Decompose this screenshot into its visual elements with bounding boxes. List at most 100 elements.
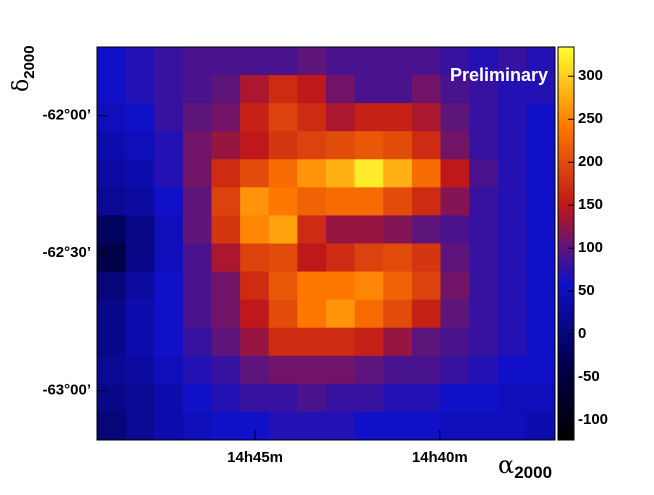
colorbar-tick-label: 300 [578, 67, 603, 84]
heatmap-cell [125, 243, 155, 273]
heatmap-cell [326, 411, 356, 441]
heatmap-cell [297, 299, 327, 329]
heatmap-cell [354, 103, 384, 132]
heatmap-cell [268, 355, 298, 385]
heatmap-cell [497, 103, 527, 132]
heatmap-cell [297, 103, 327, 132]
heatmap-cell [297, 327, 327, 357]
heatmap-cell [326, 187, 356, 216]
y-axis-label: δ2000 [9, 45, 38, 92]
heatmap-cell [211, 159, 241, 188]
heatmap-cell [440, 299, 470, 329]
heatmap-cell [182, 103, 212, 132]
heatmap-cell [383, 103, 413, 132]
heatmap-cell [240, 327, 270, 357]
heatmap-cell [497, 243, 527, 273]
heatmap-cell [354, 327, 384, 357]
heatmap-cell [297, 383, 327, 413]
heatmap-cell [97, 131, 127, 160]
heatmap-cell [97, 75, 127, 104]
heatmap-cell [240, 131, 270, 160]
annotation: Preliminary [450, 65, 548, 85]
heatmap-cell [125, 299, 155, 329]
heatmap-cell [268, 327, 298, 357]
heatmap-cell [154, 131, 184, 160]
heatmap-cell [125, 47, 155, 76]
heatmap-cell [182, 271, 212, 301]
heatmap-cell [297, 411, 327, 441]
heatmap-cell [154, 103, 184, 132]
heatmap-cell [497, 75, 527, 104]
heatmap-cell [526, 159, 556, 188]
heatmap-cell [354, 75, 384, 104]
heatmap-cell [240, 271, 270, 301]
heatmap-cell [211, 103, 241, 132]
heatmap-cell [268, 271, 298, 301]
heatmap-cell [125, 327, 155, 357]
heatmap-cell [469, 75, 499, 104]
heatmap-cell [182, 383, 212, 413]
heatmap-cell [440, 383, 470, 413]
heatmap-cell [326, 103, 356, 132]
heatmap-cell [469, 243, 499, 273]
heatmap-cell [354, 47, 384, 76]
heatmap-cell [497, 271, 527, 301]
heatmap-cell [297, 159, 327, 188]
heatmap-cell [383, 383, 413, 413]
heatmap-cell [383, 327, 413, 357]
heatmap-cell [240, 187, 270, 216]
heatmap-cell [383, 271, 413, 301]
heatmap-cell [526, 75, 556, 104]
heatmap-cell [383, 215, 413, 244]
heatmap-cell [469, 47, 499, 76]
heatmap-cell [411, 271, 441, 301]
colorbar-tick-label: 250 [578, 110, 603, 127]
heatmap-cell [326, 327, 356, 357]
heatmap-cell [154, 355, 184, 385]
heatmap-cell [268, 243, 298, 273]
heatmap-cell [526, 187, 556, 216]
heatmap-cell [383, 411, 413, 441]
heatmap-cell [469, 187, 499, 216]
heatmap-cell [497, 159, 527, 188]
heatmap-cell [154, 47, 184, 76]
heatmap-cell [125, 103, 155, 132]
heatmap-cell [440, 411, 470, 441]
heatmap-cell [268, 103, 298, 132]
heatmap-cell [469, 327, 499, 357]
heatmap-cell [411, 159, 441, 188]
heatmap-cell [440, 47, 470, 76]
heatmap-cell [97, 103, 127, 132]
y-label-symbol: δ [9, 79, 34, 92]
heatmap-cell [154, 187, 184, 216]
heatmap-cell [240, 243, 270, 273]
heatmap-cell [497, 383, 527, 413]
heatmap-cell [411, 383, 441, 413]
heatmap-cell [526, 355, 556, 385]
heatmap-cell [182, 299, 212, 329]
heatmap-cell [354, 383, 384, 413]
heatmap-cell [411, 327, 441, 357]
heatmap-cell [440, 355, 470, 385]
heatmap-cell [154, 411, 184, 441]
heatmap-cell [211, 131, 241, 160]
heatmap-cell [440, 215, 470, 244]
heatmap-cell [240, 383, 270, 413]
colorbar-tick-label: 50 [578, 282, 595, 299]
heatmap-cell [268, 215, 298, 244]
heatmap-cell [182, 243, 212, 273]
heatmap-cell [240, 103, 270, 132]
heatmap-cell [125, 159, 155, 188]
heatmap-cell [469, 383, 499, 413]
heatmap-cell [97, 411, 127, 441]
heatmap-cell [211, 187, 241, 216]
heatmap-cell [326, 75, 356, 104]
heatmap-cell [354, 159, 384, 188]
heatmap-cell [354, 299, 384, 329]
heatmap-cell [125, 383, 155, 413]
heatmap-cell [526, 383, 556, 413]
heatmap-cell [211, 215, 241, 244]
heatmap-cell [154, 383, 184, 413]
x-tick-label: 14h40m [412, 449, 468, 466]
heatmap-cell [240, 159, 270, 188]
